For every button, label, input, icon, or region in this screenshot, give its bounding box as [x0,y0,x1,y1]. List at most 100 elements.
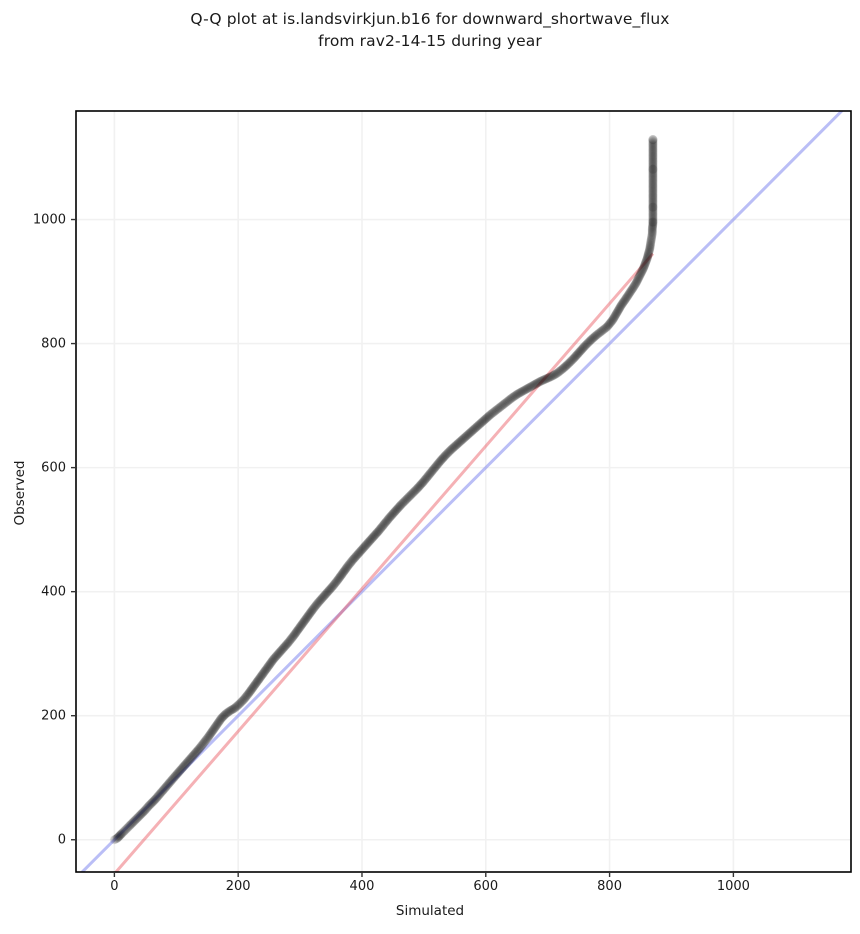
x-tick-label: 1000 [716,879,750,894]
data-point [342,562,352,572]
data-point [136,810,146,820]
data-point [187,752,197,762]
data-point [318,592,328,602]
data-point [592,330,602,340]
data-point [648,213,658,223]
data-point [480,414,490,424]
data-point [383,515,393,525]
data-point [287,633,297,643]
data-point [645,243,655,253]
data-point [545,372,555,382]
data-point [253,676,263,686]
data-point [417,478,427,488]
y-tick-label: 600 [41,460,66,476]
data-point [377,522,387,532]
data-point [257,670,267,680]
data-point [648,163,658,173]
data-point [585,336,595,346]
data-point [288,632,298,642]
data-point [241,692,251,702]
data-point [621,294,631,304]
data-point [565,357,575,367]
data-point [135,810,145,820]
data-point [294,623,304,633]
data-point [290,629,300,639]
data-point [381,517,391,527]
data-point [252,677,262,687]
data-point [648,201,658,211]
data-point [473,421,483,431]
y-tick-label: 800 [41,336,66,352]
data-point [121,825,131,835]
data-point [355,547,365,557]
data-point [218,712,228,722]
data-point [355,546,365,556]
data-point [152,793,162,803]
data-point [485,410,495,420]
data-point [512,389,522,399]
data-point [597,325,607,335]
data-point [648,158,658,168]
data-point [602,322,612,332]
data-point [648,152,658,162]
data-point [286,634,296,644]
data-point [127,819,137,829]
data-point [343,560,353,570]
data-point [176,764,186,774]
data-point [194,744,204,754]
data-point [609,313,619,323]
data-point [406,490,416,500]
data-point [197,740,207,750]
data-point [423,471,433,481]
data-point [648,210,658,220]
data-point [422,472,432,482]
data-point [648,207,658,217]
x-tick-label: 0 [110,879,119,894]
data-point [432,460,442,470]
data-point [648,220,658,230]
data-point [395,501,405,511]
data-point [121,824,131,834]
data-point [643,249,653,259]
data-point [441,450,451,460]
data-point [264,661,274,671]
data-point [574,347,584,357]
data-point [429,463,439,473]
data-point [648,165,658,175]
data-point [611,309,621,319]
data-point [164,779,174,789]
data-point [237,696,247,706]
data-point [308,604,318,614]
data-point [379,519,389,529]
data-point [328,581,338,591]
data-point [155,789,165,799]
data-point [535,376,545,386]
data-point [273,649,283,659]
data-point [648,182,658,192]
data-point [188,751,198,761]
data-point [300,615,310,625]
data-point [648,151,658,161]
data-point [244,688,254,698]
data-point [571,350,581,360]
data-point [360,541,370,551]
data-point [330,578,340,588]
data-point [123,822,133,832]
data-point [465,428,475,438]
data-point [388,508,398,518]
data-point [648,212,658,222]
data-point [413,483,423,493]
data-point [215,715,225,725]
data-point [593,329,603,339]
data-point [212,719,222,729]
data-point [648,174,658,184]
data-point [450,441,460,451]
data-point [452,439,462,449]
data-point [161,782,171,792]
data-point [167,774,177,784]
data-point [362,539,372,549]
data-point [366,534,376,544]
data-point [151,794,161,804]
data-point [298,619,308,629]
